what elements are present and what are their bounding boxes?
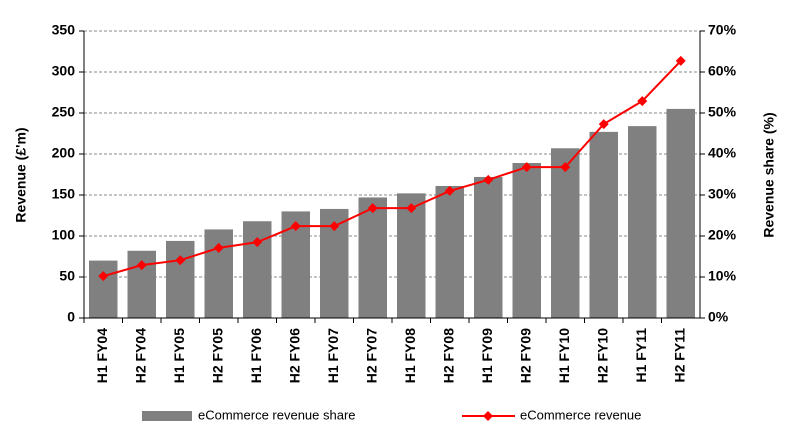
x-tick-label: H1 FY06 xyxy=(248,328,264,383)
y2-tick-label: 40% xyxy=(708,145,737,161)
y-tick-label: 150 xyxy=(52,186,76,202)
line-marker xyxy=(406,203,417,214)
line-marker xyxy=(136,260,147,271)
x-tick-label: H2 FY04 xyxy=(132,328,148,383)
line xyxy=(102,60,682,278)
bar xyxy=(512,163,541,318)
x-tick-label: H2 FY06 xyxy=(286,328,302,383)
legend-label: eCommerce revenue share xyxy=(198,407,356,422)
line-marker xyxy=(213,242,224,253)
y-tick-label: 300 xyxy=(52,63,76,79)
y-tick-label: 200 xyxy=(52,145,76,161)
x-tick-label: H1 FY08 xyxy=(402,328,418,383)
x-tick-label: H1 FY04 xyxy=(94,328,110,383)
y2-tick-label: 50% xyxy=(708,104,737,120)
x-tick-label: H1 FY11 xyxy=(633,328,649,383)
y-tick-label: 250 xyxy=(52,104,76,120)
y2-tick-label: 20% xyxy=(708,227,737,243)
y2-axis-title: Revenue share (%) xyxy=(761,112,777,237)
bar xyxy=(89,260,118,318)
y-axis-title: Revenue (£'m) xyxy=(13,127,29,222)
legend-label: eCommerce revenue xyxy=(520,407,641,422)
legend-marker xyxy=(483,411,493,421)
legend-swatch xyxy=(142,411,192,421)
bar xyxy=(166,240,195,318)
bar xyxy=(551,148,580,318)
x-tick-label: H2 FY10 xyxy=(594,328,610,383)
line-marker xyxy=(598,119,609,130)
x-tick-label: H1 FY10 xyxy=(556,328,572,383)
bar xyxy=(358,197,387,318)
x-tick-label: H2 FY08 xyxy=(440,328,456,383)
line-marker xyxy=(290,221,301,232)
y2-tick-label: 60% xyxy=(708,63,737,79)
bar xyxy=(397,193,426,318)
line-marker xyxy=(98,271,109,282)
y-tick-label: 0 xyxy=(67,309,75,325)
bar xyxy=(243,221,272,318)
y-tick-label: 50 xyxy=(59,268,75,284)
bar xyxy=(628,126,657,319)
line-marker xyxy=(252,237,263,248)
y-tick-label: 350 xyxy=(52,22,76,38)
line-marker xyxy=(175,255,186,266)
legend: eCommerce revenue share eCommerce revenue xyxy=(142,407,641,422)
y-tick-label: 100 xyxy=(52,227,76,243)
y2-tick-label: 30% xyxy=(708,186,737,202)
x-tick-label: H2 FY07 xyxy=(363,328,379,383)
line-marker xyxy=(675,55,686,66)
line-marker xyxy=(560,162,571,173)
y2-tick-label: 0% xyxy=(708,309,729,325)
line-marker xyxy=(329,221,340,232)
x-tick-label: H1 FY05 xyxy=(171,328,187,383)
bar xyxy=(589,131,618,318)
line-marker xyxy=(367,203,378,214)
bar xyxy=(204,229,233,318)
line-marker xyxy=(521,162,532,173)
x-tick-label: H2 FY11 xyxy=(671,328,687,383)
x-tick-label: H2 FY09 xyxy=(517,328,533,383)
y2-tick-label: 10% xyxy=(708,268,737,284)
x-tick-label: H2 FY05 xyxy=(209,328,225,383)
line-marker xyxy=(444,185,455,196)
bar xyxy=(666,108,695,319)
x-tick-label: H1 FY07 xyxy=(325,328,341,383)
x-tick-label: H1 FY09 xyxy=(479,328,495,383)
y2-tick-label: 70% xyxy=(708,22,737,38)
bar xyxy=(474,176,503,318)
bar xyxy=(435,185,464,318)
line-marker xyxy=(637,96,648,107)
line-marker xyxy=(483,174,494,185)
